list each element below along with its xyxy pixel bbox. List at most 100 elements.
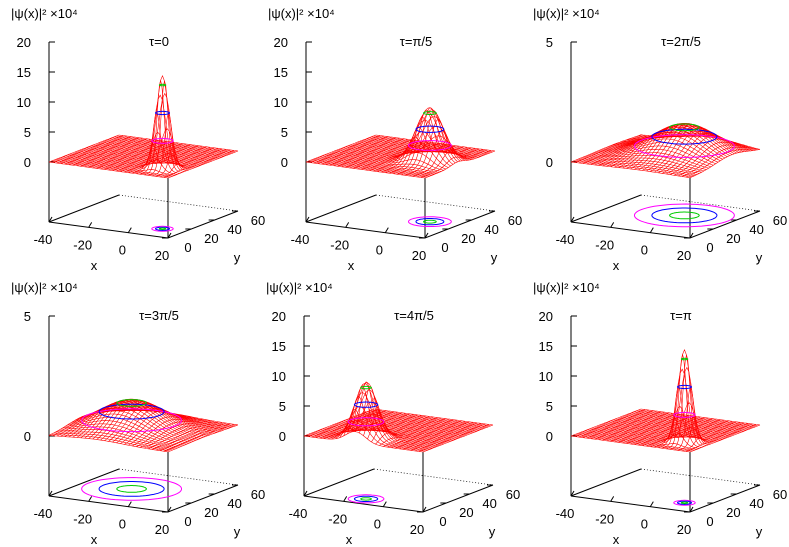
y-axis-label: y (756, 524, 763, 539)
z-tick-label: 10 (17, 95, 31, 110)
surface-mesh (48, 398, 239, 453)
surface-line (416, 149, 488, 178)
surface-line (72, 137, 143, 166)
x-tick (88, 496, 93, 502)
surface-line (582, 135, 653, 164)
x-tick (88, 222, 93, 228)
x-tick-label: -40 (291, 232, 310, 247)
surface-line (167, 424, 239, 453)
y-tick-label: 40 (227, 222, 241, 237)
y-tick-label: 60 (506, 487, 520, 502)
y-axis-label: y (489, 524, 496, 539)
base-back-edge (375, 194, 496, 212)
base-contour (353, 495, 379, 502)
z-axis-label: |ψ(x)|² ×10⁴ (268, 6, 335, 21)
surface-line (321, 136, 393, 165)
surface-line (570, 134, 642, 163)
base-contour (676, 500, 692, 505)
surface-line (689, 149, 761, 178)
z-tick-label: 5 (281, 125, 288, 140)
x-tick (382, 501, 387, 507)
z-tick-label: 10 (274, 95, 288, 110)
surface-contour (423, 111, 437, 115)
x-axis-label: x (613, 258, 620, 273)
x-tick (305, 216, 310, 223)
surface-line (610, 414, 681, 442)
x-tick (610, 496, 615, 502)
z-tick-label: 0 (24, 429, 31, 444)
z-tick-label: 5 (24, 125, 31, 140)
surface-line (395, 421, 466, 449)
y-tick-label: 0 (706, 240, 713, 255)
surface-line (88, 140, 159, 168)
z-tick-label: 15 (274, 65, 288, 80)
base-contour (98, 481, 165, 497)
x-tick (127, 227, 132, 233)
x-tick-label: -20 (73, 511, 92, 526)
surface-line (626, 416, 697, 444)
surface-contour (360, 385, 372, 390)
surface-contour (651, 128, 718, 145)
surface-line (92, 140, 163, 169)
surface-line (642, 418, 713, 446)
surface-line (389, 117, 460, 174)
y-tick-label: 40 (749, 222, 763, 237)
surface-line (387, 419, 458, 448)
surface-line (151, 112, 223, 177)
surface-line (383, 419, 454, 447)
surface-line (343, 409, 414, 436)
panel-title: τ=2π/5 (661, 34, 701, 49)
surface-line (677, 144, 749, 177)
base-contour (151, 225, 174, 232)
surface-contour (158, 83, 167, 87)
x-tick-label: -40 (289, 506, 308, 521)
surface-contour (81, 408, 182, 433)
surface-line (403, 422, 474, 450)
surface-line (132, 418, 203, 447)
surface-line (385, 127, 456, 173)
surface-line (614, 414, 685, 443)
y-tick-label: 20 (459, 505, 473, 520)
surface-line (124, 144, 195, 173)
surface-line (305, 134, 377, 163)
x-tick (649, 501, 654, 507)
x-tick-label: -20 (595, 237, 614, 252)
x-tick-label: 0 (641, 517, 648, 532)
x-tick-label: 0 (641, 243, 648, 258)
z-tick-label: 0 (279, 429, 286, 444)
surface-line (307, 409, 379, 437)
surface-contour (116, 399, 147, 407)
x-tick-label: -20 (595, 511, 614, 526)
x-tick (422, 506, 427, 513)
surface-line (144, 420, 215, 449)
surface-line (670, 355, 741, 450)
x-tick (345, 222, 350, 228)
surface-line (598, 136, 669, 166)
z-tick-label: 5 (279, 399, 286, 414)
surface-line (420, 150, 492, 178)
surface-mesh (570, 122, 761, 178)
surface-contour (151, 137, 174, 144)
base-contour (408, 216, 452, 227)
y-tick-label: 60 (251, 487, 265, 502)
surface-line (80, 139, 151, 167)
surface-line (56, 135, 128, 164)
y-axis-label: y (234, 250, 241, 265)
panel-title: τ=π (670, 308, 692, 323)
x-tick-label: 20 (677, 522, 691, 537)
surface-line (685, 148, 757, 178)
base-back-edge (118, 468, 239, 486)
base-frame (303, 468, 494, 513)
surface-line (148, 421, 219, 450)
x-axis-label: x (613, 532, 620, 547)
y-tick-label: 60 (773, 213, 787, 228)
base-frame (48, 468, 239, 513)
base-contour (116, 485, 147, 493)
panel-4: 0 5 -40 -20 0 20 0 20 40 60 x y |ψ(x)|² ×10⁴ τ=3π/5 (11, 280, 265, 547)
panel-6: 0 5 10 15 20 -40 -20 0 20 0 20 40 60 x y |ψ(x)|² ×10⁴ τ=… (533, 280, 787, 547)
surface-line (309, 135, 381, 163)
z-tick-label: 20 (17, 35, 31, 50)
z-tick-label: 5 (24, 309, 31, 324)
z-tick-label: 0 (546, 429, 553, 444)
surface-contour (669, 123, 700, 132)
